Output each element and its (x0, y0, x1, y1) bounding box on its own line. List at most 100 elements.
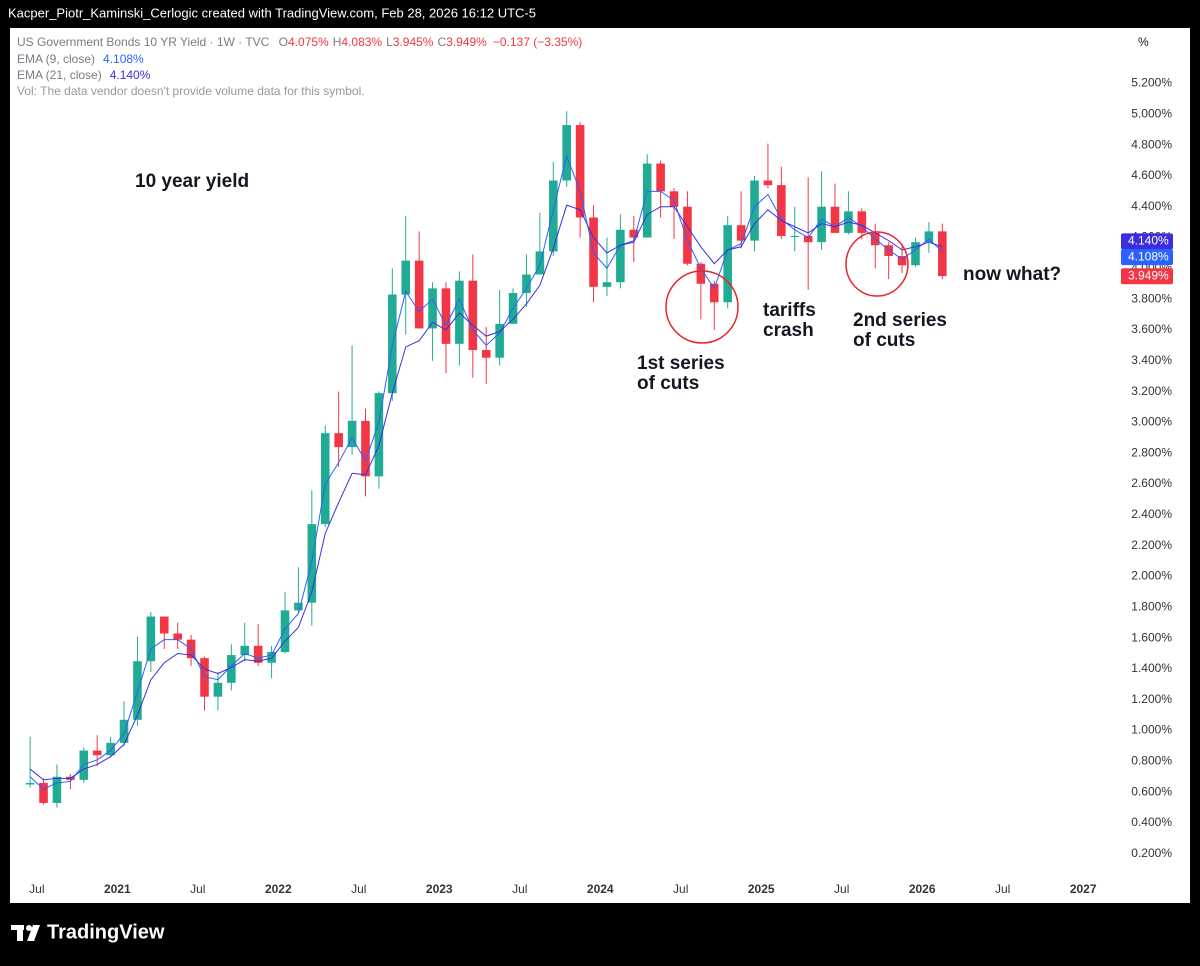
brand-logo (11, 925, 40, 941)
candle-body (146, 616, 156, 662)
candle-body (401, 260, 411, 295)
candle-body (39, 782, 48, 803)
annotation: 10 year yield (135, 171, 249, 192)
y-tick-label: 4.600% (1131, 168, 1172, 182)
attribution: Kacper_Piotr_Kaminski_Cerlogic created w… (8, 5, 536, 20)
candle-body (441, 288, 451, 344)
y-tick-label: 5.200% (1131, 76, 1172, 90)
candle-body (535, 251, 545, 275)
x-tick-label: 2025 (748, 882, 775, 896)
y-tick-label: 3.200% (1131, 384, 1172, 398)
candle-body (334, 433, 343, 448)
candle-body (414, 260, 424, 329)
candle-body (817, 206, 826, 243)
y-tick-label: 2.600% (1131, 476, 1172, 490)
x-tick-label: Jul (351, 882, 366, 896)
candle-body (709, 283, 719, 303)
candle-body (549, 180, 558, 252)
candle-body (803, 235, 813, 243)
y-tick-label: 2.200% (1131, 538, 1172, 552)
candle-body (575, 125, 585, 218)
candle-body (159, 616, 169, 634)
annotation: crash (763, 320, 814, 341)
y-tick-label: 4.400% (1131, 199, 1172, 213)
y-tick-label: 3.000% (1131, 415, 1172, 429)
candle-body (562, 125, 571, 181)
y-tick-label: 3.400% (1131, 353, 1172, 367)
x-tick-label: Jul (29, 882, 44, 896)
price-tag (1121, 249, 1173, 266)
candle-body (911, 242, 920, 266)
x-tick-label: 2021 (104, 882, 131, 896)
price-tag-label: 3.949% (1128, 268, 1169, 282)
x-tick-label: Jul (673, 882, 688, 896)
ohlc-value: 3.949% (446, 35, 487, 49)
candle-body (52, 776, 62, 803)
price-tag (1121, 268, 1173, 285)
header: US Government Bonds 10 YR Yield · 1W · T… (17, 35, 582, 49)
candle-body (723, 225, 732, 303)
candle-body (374, 393, 384, 477)
candle-body (294, 602, 303, 611)
candle-body (763, 180, 773, 186)
candle-body (642, 163, 652, 238)
y-tick-label: 3.800% (1131, 291, 1172, 305)
candle-body (227, 655, 236, 683)
y-tick-label: 0.400% (1131, 815, 1172, 829)
circle (665, 270, 739, 344)
unit-button[interactable] (1123, 31, 1173, 55)
annotation: 1st series (637, 353, 725, 374)
x-tick-label: Jul (995, 882, 1010, 896)
legend-name: EMA (21, close) (17, 68, 102, 82)
annotation: of cuts (637, 373, 699, 394)
candle-body (25, 782, 35, 785)
y-tick-label: 1.600% (1131, 630, 1172, 644)
candle-body (173, 633, 182, 640)
candle-body (119, 719, 129, 743)
candle-body (669, 191, 679, 207)
candle-body (897, 256, 907, 266)
logo-part (17, 925, 23, 941)
candle-body (428, 288, 437, 329)
y-tick-label: 2.800% (1131, 445, 1172, 459)
price-tag-label: 4.108% (1128, 249, 1169, 263)
candle-body (495, 323, 504, 358)
legend-value: 4.108% (103, 52, 144, 66)
logo-part (27, 925, 40, 941)
candle-body (736, 225, 746, 241)
annotation: now what? (963, 264, 1061, 285)
unit-button-label[interactable]: % (1138, 35, 1149, 49)
candle-body (602, 282, 612, 287)
candle-body (320, 433, 330, 525)
candle-body (777, 185, 786, 236)
price-tag (1121, 233, 1173, 250)
y-tick-label: 1.200% (1131, 692, 1172, 706)
chart-area (10, 28, 1190, 903)
ema-line (29, 154, 943, 790)
x-tick-label: Jul (834, 882, 849, 896)
ohlc-key: H (333, 35, 342, 49)
candle-body (455, 280, 464, 344)
plot (25, 82, 1114, 884)
candle-body (790, 235, 800, 237)
candle-body (938, 231, 947, 277)
candle-body (616, 229, 625, 283)
ohlc-key: L (386, 35, 393, 49)
candle-body (481, 350, 491, 358)
volume-note: Vol: The data vendor doesn't provide vol… (17, 84, 365, 98)
legend-value: 4.140% (110, 68, 151, 82)
candle-body (924, 231, 934, 243)
candle-body (200, 658, 209, 697)
y-tick-label: 0.200% (1131, 846, 1172, 860)
annotation: tariffs (763, 300, 816, 321)
symbol: US Government Bonds 10 YR Yield · 1W · T… (17, 35, 270, 49)
candle-body (213, 682, 223, 697)
y-tick-label: 2.400% (1131, 507, 1172, 521)
annotation: 2nd series (853, 310, 947, 331)
candle-body (857, 211, 867, 233)
x-tick-label: 2026 (909, 882, 936, 896)
y-tick-label: 2.000% (1131, 569, 1172, 583)
y-tick-label: 5.000% (1131, 106, 1172, 120)
candle-body (750, 180, 759, 241)
